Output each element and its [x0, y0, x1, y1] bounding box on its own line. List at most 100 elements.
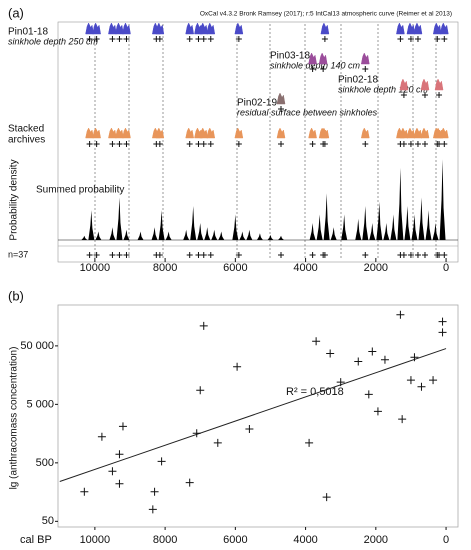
summed-spike: [432, 223, 439, 240]
summed-spike: [165, 231, 172, 240]
cross: [309, 252, 316, 258]
point: [410, 353, 419, 362]
point: [368, 347, 377, 356]
probability-peak: [406, 22, 416, 35]
summed-spike: [383, 223, 390, 240]
cross: [320, 252, 327, 258]
cross: [421, 141, 428, 147]
cross: [207, 36, 214, 42]
probability-peak: [206, 22, 216, 35]
summed-spike: [316, 214, 323, 240]
point: [118, 422, 127, 431]
point: [398, 415, 407, 424]
x-tick-label: 8000: [153, 262, 177, 274]
summed-spike: [309, 223, 316, 240]
summed-spike: [376, 201, 383, 240]
probability-peak: [199, 127, 209, 139]
cross: [397, 36, 404, 42]
point: [185, 478, 194, 487]
x-tick-label: 2000: [364, 534, 388, 546]
point: [417, 382, 426, 391]
point: [192, 429, 201, 438]
summed-spike: [158, 210, 165, 240]
point: [336, 378, 345, 387]
cross: [321, 36, 328, 42]
row-note: residual surface between sinkholes: [237, 107, 378, 117]
summed-spike: [95, 231, 102, 240]
cross: [421, 92, 428, 98]
y-axis-label: lg (anthracomass concentration): [9, 347, 20, 490]
stacked-label: archives: [8, 135, 45, 146]
x-tick-label: 10000: [80, 534, 111, 546]
probability-peak: [320, 22, 330, 35]
point: [396, 310, 405, 319]
x-tick-label: 10000: [80, 262, 111, 274]
cross: [434, 36, 441, 42]
summed-spike: [390, 214, 397, 240]
summed-spike: [88, 210, 95, 240]
row-label: Pin02-19: [237, 98, 277, 109]
cross: [309, 66, 316, 72]
cross: [362, 252, 369, 258]
summed-spike: [330, 227, 337, 240]
y-tick-label: 500: [36, 457, 54, 469]
point: [150, 487, 159, 496]
point: [196, 386, 205, 395]
probability-peak: [122, 22, 131, 35]
cross: [93, 252, 100, 258]
point: [406, 376, 415, 385]
point: [199, 321, 208, 330]
point: [157, 457, 166, 466]
point: [438, 317, 447, 326]
probability-peak: [115, 22, 124, 35]
summed-spike: [218, 231, 225, 240]
probability-peak: [413, 22, 423, 35]
summed-spike: [109, 227, 116, 240]
point: [373, 407, 382, 416]
cross: [278, 106, 285, 112]
probability-peak: [420, 127, 430, 139]
cross: [116, 252, 123, 258]
summed-spike: [123, 229, 130, 240]
summed-spike: [81, 235, 88, 240]
probability-peak: [199, 22, 209, 35]
point: [354, 357, 363, 366]
cross: [86, 141, 93, 147]
summed-spike: [369, 223, 376, 240]
panel-label: (b): [8, 288, 24, 303]
cross: [414, 36, 421, 42]
source-note: OxCal v4.3.2 Bronk Ramsey (2017); r:5 In…: [200, 11, 452, 18]
cross: [235, 36, 242, 42]
summed-spike: [197, 223, 204, 240]
summed-spike: [418, 197, 425, 240]
cross: [414, 141, 421, 147]
summed-spike: [355, 218, 362, 240]
point: [97, 432, 106, 441]
probability-peak: [308, 52, 317, 65]
cross: [400, 92, 407, 98]
probability-peak: [308, 127, 317, 139]
point: [429, 376, 438, 385]
summed-spike: [439, 159, 446, 240]
probability-peak: [413, 127, 423, 139]
point: [115, 479, 124, 488]
probability-peak: [234, 22, 244, 35]
cross: [186, 252, 193, 258]
x-tick-label: 4000: [293, 534, 317, 546]
summed-spike: [278, 235, 285, 240]
row-note: sinkhole depth 120 cm: [338, 84, 429, 94]
probability-peak: [155, 127, 165, 139]
cross: [123, 36, 130, 42]
summed-spike: [397, 167, 404, 240]
point: [312, 337, 321, 346]
summed-spike: [341, 214, 348, 240]
cross: [86, 36, 93, 42]
cross: [86, 252, 93, 258]
cross: [186, 141, 193, 147]
probability-peak: [318, 52, 328, 65]
point: [213, 438, 222, 447]
summed-spike: [256, 233, 263, 240]
x-tick-label: 6000: [223, 262, 247, 274]
cross: [441, 36, 448, 42]
probability-peak: [396, 22, 405, 35]
